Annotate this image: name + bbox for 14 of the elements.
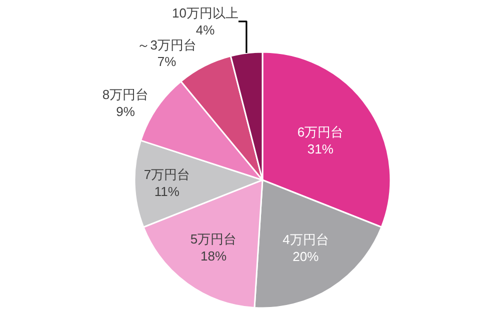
slice-label: 7万円台	[144, 167, 190, 182]
data-label: 18%	[200, 248, 227, 264]
slice-label: 5万円台	[190, 231, 237, 246]
slice-label: ～3万円台	[137, 37, 196, 52]
data-label: 11%	[154, 184, 180, 199]
data-label: 20%	[292, 249, 320, 264]
slice-label: 6万円台	[297, 124, 344, 140]
slice-label: 4万円台	[282, 232, 329, 248]
data-label: 7%	[157, 54, 177, 70]
data-label: 4%	[196, 22, 216, 38]
slice-label: 8万円台	[102, 87, 149, 102]
data-label: 9%	[116, 104, 136, 119]
data-label: 31%	[307, 142, 334, 157]
slice-label: 10万円以上	[172, 5, 238, 20]
